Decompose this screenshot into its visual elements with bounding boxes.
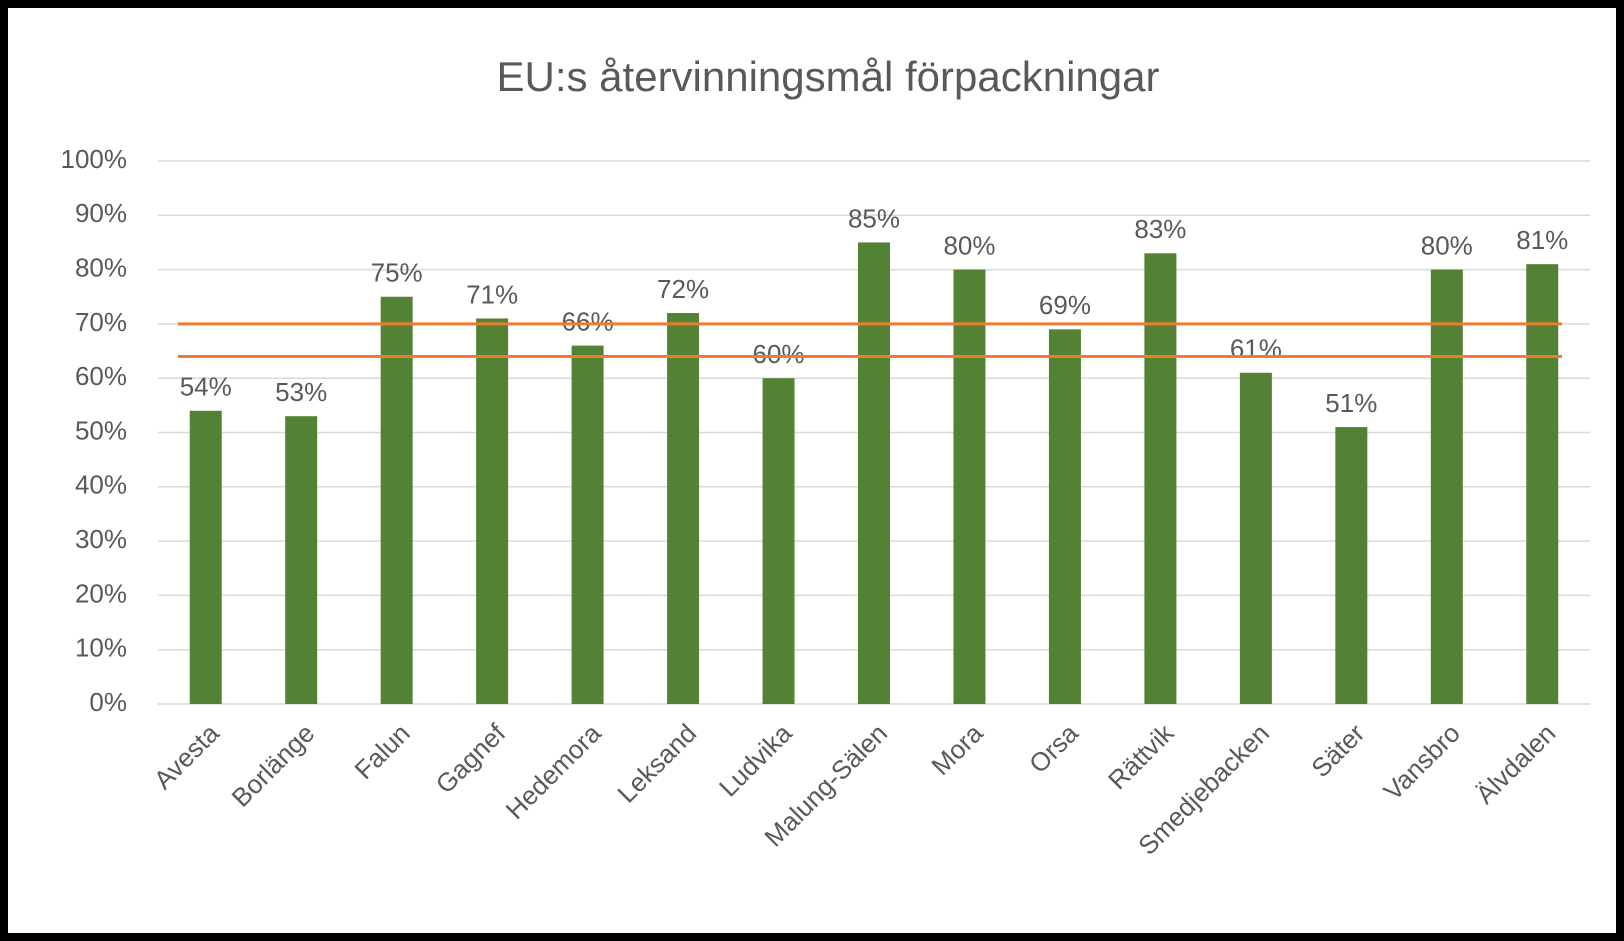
- data-label: 80%: [1421, 230, 1473, 260]
- bar: [1526, 264, 1559, 704]
- y-tick-label: 60%: [75, 361, 127, 391]
- bar: [285, 416, 318, 704]
- bar: [380, 296, 413, 704]
- data-label: 54%: [180, 372, 232, 402]
- y-tick-label: 0%: [89, 687, 127, 717]
- data-label: 66%: [562, 306, 614, 336]
- bar: [1335, 427, 1368, 704]
- data-label: 53%: [275, 377, 327, 407]
- bar: [953, 269, 986, 704]
- data-label: 71%: [466, 279, 518, 309]
- data-label: 85%: [848, 203, 900, 233]
- y-tick-label: 50%: [75, 415, 127, 445]
- y-tick-label: 90%: [75, 198, 127, 228]
- data-label: 75%: [371, 258, 423, 288]
- y-tick-label: 10%: [75, 633, 127, 663]
- bar: [1048, 329, 1081, 704]
- data-label: 51%: [1325, 388, 1377, 418]
- bar: [1239, 372, 1272, 704]
- data-label: 83%: [1134, 214, 1186, 244]
- y-tick-label: 100%: [61, 144, 128, 174]
- chart-title: EU:s återvinningsmål förpackningar: [497, 53, 1160, 100]
- data-label: 60%: [753, 339, 805, 369]
- data-label: 72%: [657, 274, 709, 304]
- bar: [858, 242, 890, 704]
- bar: [476, 318, 509, 704]
- bar: [762, 378, 795, 704]
- y-tick-label: 20%: [75, 578, 127, 608]
- data-label: 61%: [1230, 334, 1282, 364]
- bar: [1144, 253, 1177, 704]
- y-tick-label: 40%: [75, 470, 127, 500]
- bar: [571, 345, 604, 704]
- y-tick-label: 70%: [75, 307, 127, 337]
- y-tick-label: 80%: [75, 252, 127, 282]
- data-label: 80%: [943, 230, 995, 260]
- bar: [667, 313, 700, 704]
- bar: [189, 410, 222, 704]
- y-tick-label: 30%: [75, 524, 127, 554]
- data-label: 81%: [1516, 225, 1568, 255]
- data-label: 69%: [1039, 290, 1091, 320]
- bar: [1430, 269, 1463, 704]
